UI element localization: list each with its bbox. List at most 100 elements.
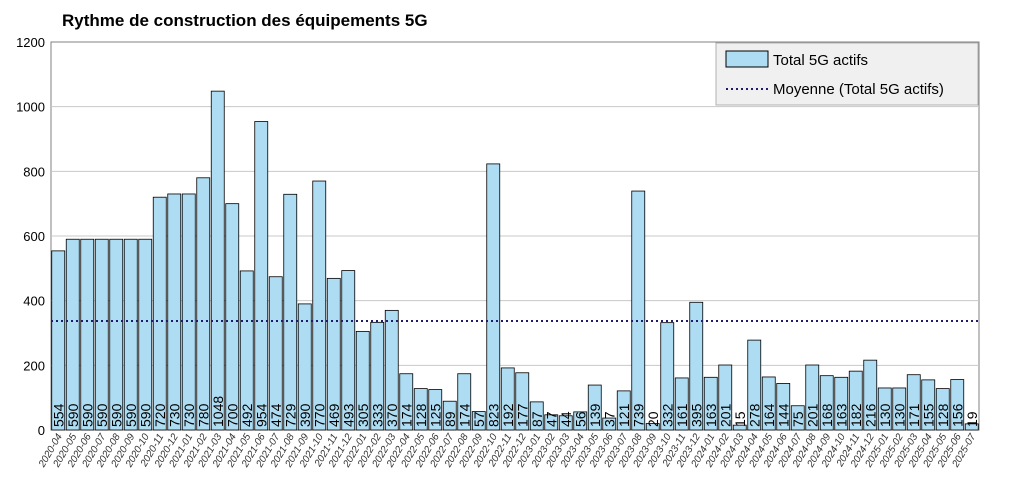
bar-value-label: 720 <box>152 403 168 427</box>
bar <box>326 277 341 431</box>
bar-value-label: 161 <box>674 403 690 427</box>
bar <box>239 270 254 431</box>
bar-value-label: 139 <box>587 403 603 427</box>
bar-value-label: 201 <box>717 403 733 427</box>
legend-bar-swatch <box>725 50 769 68</box>
bar-value-label: 155 <box>920 403 936 427</box>
y-tick-label: 600 <box>23 229 45 244</box>
bar-value-label: 201 <box>804 403 820 427</box>
bar-value-label: 590 <box>137 403 153 427</box>
bar-value-label: 493 <box>340 403 356 427</box>
bar <box>123 238 138 431</box>
bar-value-label: 20 <box>645 411 661 427</box>
bar <box>645 423 660 431</box>
y-tick-label: 1200 <box>16 35 45 50</box>
bar <box>94 238 109 431</box>
bar-value-label: 590 <box>79 403 95 427</box>
bar-value-label: 128 <box>935 403 951 427</box>
bar <box>138 238 153 431</box>
bar <box>819 375 834 431</box>
bar-value-label: 130 <box>891 403 907 427</box>
bar-value-label: 278 <box>746 403 762 427</box>
bar-value-label: 954 <box>253 403 269 427</box>
y-tick-label: 0 <box>38 423 45 438</box>
bar-value-label: 174 <box>456 403 472 427</box>
bar-value-label: 823 <box>485 403 501 427</box>
bar <box>515 372 530 431</box>
bar <box>210 90 225 431</box>
bar-value-label: 590 <box>65 403 81 427</box>
bar-value-label: 56 <box>572 411 588 427</box>
y-tick-label: 800 <box>23 164 45 179</box>
bar-value-label: 47 <box>543 411 559 427</box>
bar <box>602 417 617 431</box>
bar-value-label: 730 <box>166 403 182 427</box>
bar-value-label: 395 <box>688 403 704 427</box>
bar <box>573 411 588 431</box>
bar <box>268 276 283 431</box>
bar <box>950 379 965 431</box>
bar <box>790 405 805 431</box>
bar-value-label: 177 <box>514 403 530 427</box>
bar <box>370 321 385 431</box>
bar-value-label: 492 <box>239 403 255 427</box>
bar-value-label: 590 <box>94 403 110 427</box>
bar-value-label: 370 <box>384 403 400 427</box>
bar-value-label: 216 <box>862 403 878 427</box>
bar <box>558 415 573 431</box>
bar <box>341 270 356 431</box>
bar-value-label: 87 <box>529 411 545 427</box>
bar <box>529 401 544 431</box>
bar <box>776 383 791 431</box>
bar <box>283 193 298 431</box>
y-tick-label: 1000 <box>16 100 45 115</box>
bar-value-label: 89 <box>442 411 458 427</box>
bar-value-label: 554 <box>50 403 66 427</box>
bar-value-label: 730 <box>181 403 197 427</box>
bar <box>660 322 675 431</box>
bar <box>805 364 820 431</box>
bar <box>399 373 414 431</box>
bar <box>500 367 515 431</box>
bar <box>616 390 631 431</box>
bar-value-label: 171 <box>906 403 922 427</box>
bar-value-label: 163 <box>833 403 849 427</box>
bar <box>877 387 892 431</box>
bar-value-label: 44 <box>558 411 574 427</box>
bar-value-label: 590 <box>123 403 139 427</box>
bar <box>196 177 211 431</box>
bar-value-label: 729 <box>282 403 298 427</box>
bar <box>355 330 370 431</box>
bar <box>631 190 646 431</box>
bar <box>587 384 602 431</box>
x-axis-tick-labels: 2020-042020-052020-062020-072020-082020-… <box>36 432 978 471</box>
bar-value-label: 590 <box>108 403 124 427</box>
bar <box>442 400 457 431</box>
bar <box>674 377 689 431</box>
bar-value-label: 474 <box>268 403 284 427</box>
bar <box>906 374 921 431</box>
bars <box>51 90 979 431</box>
bar-value-label: 121 <box>616 403 632 427</box>
bar-value-label: 469 <box>326 403 342 427</box>
bar <box>544 414 559 431</box>
bar <box>863 359 878 431</box>
bar-value-label: 130 <box>877 403 893 427</box>
bar-value-label: 19 <box>964 411 980 427</box>
bar-value-label: 1048 <box>210 396 226 427</box>
bar-value-label: 163 <box>703 403 719 427</box>
bar-value-label: 37 <box>601 411 617 427</box>
bar-value-label: 128 <box>413 403 429 427</box>
bar <box>457 373 472 431</box>
bar-value-label: 182 <box>848 403 864 427</box>
bar <box>428 389 443 431</box>
bar-value-label: 168 <box>819 403 835 427</box>
bar <box>297 303 312 431</box>
bar <box>848 370 863 431</box>
bar-value-label: 192 <box>500 403 516 427</box>
bar-value-label: 390 <box>297 403 313 427</box>
bar <box>152 196 167 431</box>
bar <box>964 423 979 431</box>
bar-value-labels: 5545905905905905905907207307307801048700… <box>50 396 980 427</box>
bar <box>312 180 327 431</box>
